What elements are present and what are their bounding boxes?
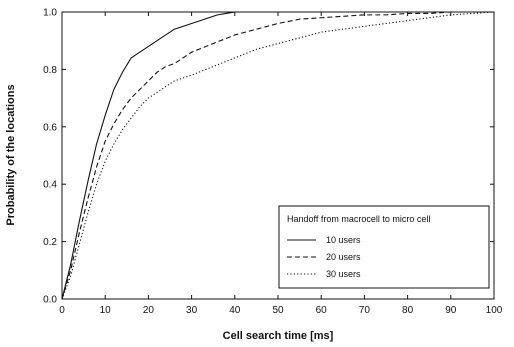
- legend-title: Handoff from macrocell to micro cell: [287, 214, 430, 224]
- x-axis-title: Cell search time [ms]: [223, 330, 334, 342]
- x-tick-label: 60: [316, 305, 328, 316]
- y-tick-label: 1.0: [43, 8, 57, 19]
- x-tick-label: 20: [143, 305, 155, 316]
- legend-label: 30 users: [326, 269, 361, 279]
- y-tick-label: 0.4: [43, 180, 57, 191]
- legend-label: 10 users: [326, 235, 361, 245]
- plot-area: 0 10 20 30 40 50 60 70 80 90 100 0.0 0.2 0.4 0.6 0.8 1.…: [43, 8, 503, 317]
- series-layer: [61, 11, 495, 300]
- y-tick-label: 0.8: [43, 65, 57, 76]
- series-line-10-users: [61, 11, 494, 300]
- x-tick-label: 90: [445, 305, 457, 316]
- legend-label: 20 users: [326, 252, 361, 262]
- y-axis-title: Probability of the locations: [5, 84, 17, 225]
- y-tick-label: 0.2: [43, 237, 57, 248]
- legend-items: 10 users 20 users 30 users: [287, 235, 361, 279]
- x-tick-label: 0: [59, 305, 65, 316]
- x-axis-ticks: 0 10 20 30 40 50 60 70 80 90 100: [59, 12, 503, 316]
- y-tick-label: 0.0: [43, 295, 57, 306]
- y-tick-label: 0.6: [43, 122, 57, 133]
- x-tick-label: 70: [359, 305, 371, 316]
- x-tick-label: 10: [100, 305, 112, 316]
- y-axis-ticks: 0.0 0.2 0.4 0.6 0.8 1.0: [43, 8, 494, 306]
- legend: Handoff from macrocell to micro cell 10 …: [278, 205, 490, 289]
- x-tick-label: 50: [272, 305, 284, 316]
- legend-box: [278, 205, 490, 289]
- x-tick-label: 40: [229, 305, 241, 316]
- x-tick-label: 100: [486, 305, 503, 316]
- x-tick-label: 30: [186, 305, 198, 316]
- x-tick-label: 80: [402, 305, 414, 316]
- series-line-30-users: [61, 11, 495, 300]
